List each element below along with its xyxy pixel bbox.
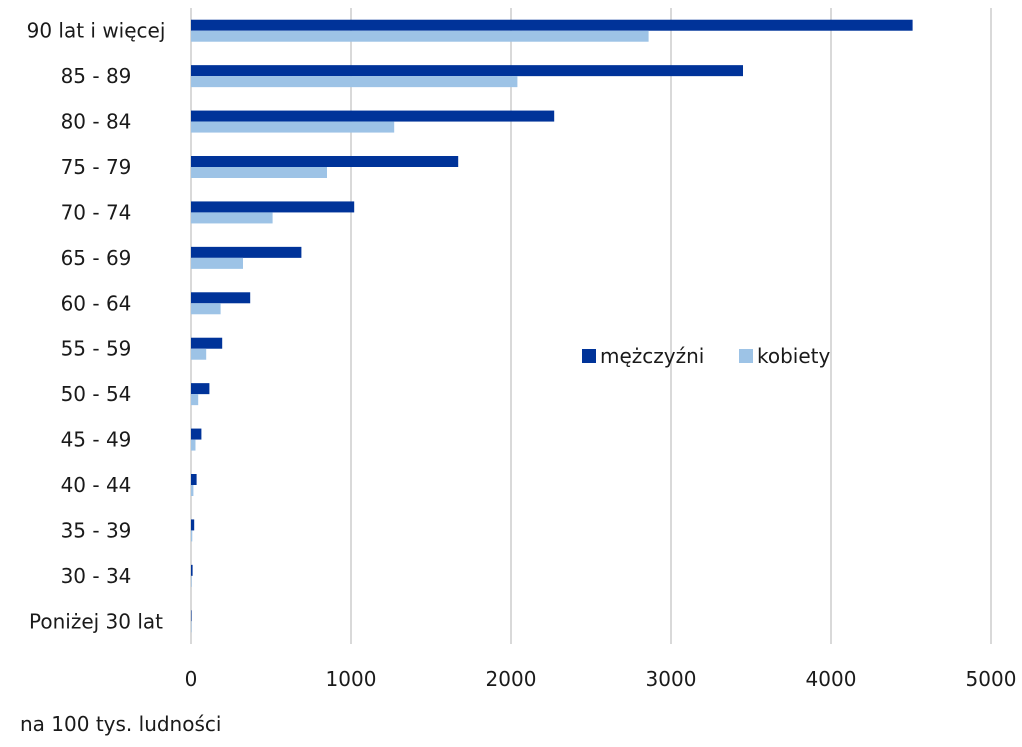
bar-women bbox=[191, 621, 192, 633]
bar-women bbox=[191, 394, 199, 406]
category-label: 55 - 59 bbox=[61, 337, 132, 361]
bar-men bbox=[191, 474, 197, 485]
category-label: 40 - 44 bbox=[61, 473, 132, 497]
category-label: 85 - 89 bbox=[61, 64, 132, 88]
bar-women bbox=[191, 167, 327, 178]
legend-swatch bbox=[739, 349, 753, 363]
category-label: 30 - 34 bbox=[61, 564, 132, 588]
category-label: 75 - 79 bbox=[61, 155, 132, 179]
bar-women bbox=[191, 303, 221, 315]
bar-women bbox=[191, 439, 196, 451]
bar-men bbox=[191, 19, 913, 31]
bar-women bbox=[191, 121, 395, 133]
category-label: 60 - 64 bbox=[61, 291, 132, 315]
category-label: 90 lat i więcej bbox=[27, 19, 166, 43]
bar-men bbox=[191, 610, 192, 622]
bar-women bbox=[191, 76, 518, 88]
bar-men bbox=[191, 201, 355, 213]
bar-women bbox=[191, 257, 243, 269]
category-label: 65 - 69 bbox=[61, 246, 132, 270]
bars bbox=[191, 19, 913, 633]
x-tick-label: 1000 bbox=[326, 667, 377, 691]
bar-men bbox=[191, 428, 202, 440]
category-label: 70 - 74 bbox=[61, 200, 132, 224]
bar-men bbox=[191, 337, 223, 349]
x-tick-label: 5000 bbox=[966, 667, 1017, 691]
category-labels: 90 lat i więcej 85 - 89 80 - 84 75 - 79 70 -… bbox=[27, 19, 166, 634]
unit-footnote: na 100 tys. ludności bbox=[20, 712, 222, 736]
legend-swatch bbox=[582, 349, 596, 363]
legend-label: mężczyźni bbox=[600, 344, 704, 368]
category-label: 50 - 54 bbox=[61, 382, 132, 406]
gridlines bbox=[190, 8, 992, 644]
legend: mężczyźni kobiety bbox=[582, 344, 831, 368]
bar-women bbox=[191, 575, 192, 587]
category-label: Poniżej 30 lat bbox=[29, 609, 163, 633]
bar-men bbox=[191, 519, 195, 531]
bar-women bbox=[191, 348, 207, 360]
bar-men bbox=[191, 65, 743, 77]
bar-men bbox=[191, 292, 251, 304]
x-tick-label: 3000 bbox=[646, 667, 697, 691]
bar-women bbox=[191, 530, 193, 542]
category-label: 45 - 49 bbox=[61, 428, 132, 452]
bar-men bbox=[191, 383, 210, 395]
bar-women bbox=[191, 212, 273, 224]
x-tick-labels: 0 1000 2000 3000 4000 5000 bbox=[185, 667, 1017, 691]
bar-men bbox=[191, 564, 193, 576]
x-tick-label: 4000 bbox=[806, 667, 857, 691]
x-tick-label: 2000 bbox=[486, 667, 537, 691]
category-label: 80 - 84 bbox=[61, 110, 132, 134]
bar-women bbox=[191, 485, 194, 496]
bar-women bbox=[191, 30, 649, 42]
bar-men bbox=[191, 110, 555, 122]
bar-men bbox=[191, 156, 459, 167]
category-label: 35 - 39 bbox=[61, 518, 132, 542]
legend-label: kobiety bbox=[757, 344, 831, 368]
bar-men bbox=[191, 246, 302, 258]
x-tick-label: 0 bbox=[185, 667, 198, 691]
